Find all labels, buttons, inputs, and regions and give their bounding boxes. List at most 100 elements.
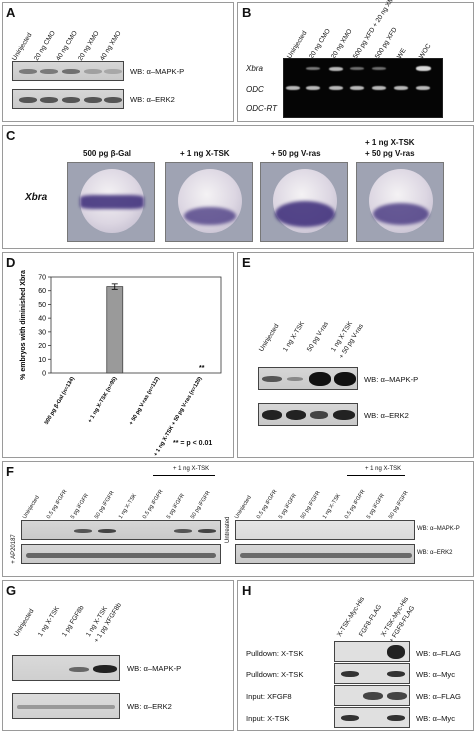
panel-letter: F <box>6 464 14 479</box>
lane-label: 0.5 pg iFGFR <box>141 488 165 520</box>
western-blot-erk2 <box>258 403 358 426</box>
western-blot-erk2 <box>12 89 124 109</box>
side-label: + AP20187 <box>10 534 17 564</box>
panel-letter: H <box>242 583 252 598</box>
embryo-image-xtsk <box>165 162 253 242</box>
bar <box>106 286 124 374</box>
y-tick-label: 50 <box>38 302 46 309</box>
panel-h: H X-TSK-Myc-His FGF8-FLAG X-TSK-Myc-His … <box>237 580 474 731</box>
panel-c: C Xbra 500 pg β-Gal + 1 ng X-TSK + 50 pg… <box>2 125 474 249</box>
embryo-title: 500 pg β-Gal <box>83 149 132 158</box>
lane-label: 5 pg iFGFR <box>69 492 91 520</box>
panel-letter: D <box>6 255 16 270</box>
lane-label: Uninjected <box>11 31 34 62</box>
lane-label: Uninjected <box>13 607 36 638</box>
lane-label: 50 pg iFGFR <box>299 490 322 520</box>
western-blot-mapk <box>258 367 358 390</box>
wb-label: WB: α–ERK2 <box>364 411 409 420</box>
lane-label: Uninjected <box>21 494 41 520</box>
row-label-right: WB: α–Myc <box>416 670 455 679</box>
y-tick-label: 40 <box>38 316 46 323</box>
row-label-xbra: Xbra <box>25 192 48 203</box>
y-axis-label: % embryos with diminished Xbra <box>20 270 27 380</box>
group-label: + 1 ng X-TSK <box>365 466 402 472</box>
chart-note: ** = p < 0.01 <box>173 440 213 447</box>
lane-label: 50 pg iFGFR <box>93 490 116 520</box>
western-blot-input-myc <box>334 707 410 728</box>
plot-frame <box>50 276 222 374</box>
lane-label: 20 ng CMO <box>308 27 332 61</box>
gel-row-label: ODC-RT <box>246 104 277 113</box>
western-blot-mapk <box>12 61 124 81</box>
lane-label: 40 ng CMO <box>55 29 79 63</box>
lane-label: 0.5 pg iFGFR <box>255 488 279 520</box>
lane-label: 500 pg XFD <box>374 26 399 60</box>
panel-a: A Uninjected 20 ng CMO 40 ng CMO 20 ng X… <box>2 2 234 122</box>
row-label-right: WB: α–Myc <box>416 714 455 723</box>
wb-label: WB: α–MAPK-P <box>127 664 182 673</box>
x-tick-label: + 1 ng X-TSK (n=95) <box>87 376 118 424</box>
x-tick-label: + 50 pg V-ras (n=112) <box>128 376 161 427</box>
side-label: Untreated <box>225 516 231 543</box>
y-tick-label: 0 <box>42 371 46 378</box>
embryo-title: + 1 ng X-TSK <box>180 149 230 158</box>
lane-label: Uninjected <box>258 322 281 353</box>
group-label: + 1 ng X-TSK <box>173 466 210 472</box>
panel-e: E Uninjected 1 ng X-TSK 50 pg V-ras 1 ng… <box>237 252 474 458</box>
rt-pcr-gel <box>283 58 443 118</box>
panel-letter: G <box>6 583 17 598</box>
row-label-right: WB: α–FLAG <box>416 649 461 658</box>
lane-label: 20 ng XMO <box>77 30 101 62</box>
panel-f: F + 1 ng X-TSK Uninjected 0.5 pg iFGFR 5… <box>2 461 474 577</box>
panel-letter: B <box>242 5 252 20</box>
y-tick-label: 20 <box>38 343 46 350</box>
lane-label: 20 ng CMO <box>33 29 57 63</box>
y-tick-label: 30 <box>38 329 46 336</box>
embryo-image-xtsk-vras <box>356 162 444 242</box>
lane-label: 1 ng X-TSK <box>321 492 343 520</box>
western-blot-mapk-left <box>21 520 221 540</box>
lane-label: 0.5 pg iFGFR <box>45 488 69 520</box>
x-tick-label: 500 pg β-Gal (n=134) <box>44 376 76 426</box>
western-blot-input-flag <box>334 685 410 706</box>
wb-label: WB: α–MAPK-P <box>417 526 460 532</box>
y-tick-label: 10 <box>38 357 46 364</box>
row-label-left: Pulldown: X-TSK <box>246 649 304 658</box>
embryo-image-vras <box>260 162 348 242</box>
lane-label: 50 pg iFGFR <box>387 490 410 520</box>
lane-label: Uninjected <box>233 494 253 520</box>
lane-label: 5 pg iFGFR <box>365 492 387 520</box>
wb-label: WB: α–ERK2 <box>130 95 175 104</box>
wb-label: WB: α–MAPK-P <box>130 67 185 76</box>
lane-label: Uninjected <box>286 29 309 60</box>
y-tick-label: 60 <box>38 288 46 295</box>
row-label-left: Input: X-TSK <box>246 714 290 723</box>
lane-label: 5 pg iFGFR <box>277 492 299 520</box>
wb-label: WB: α–MAPK-P <box>364 375 419 384</box>
lane-label: 1 pg FGF8b <box>61 604 86 638</box>
row-label-right: WB: α–FLAG <box>416 692 461 701</box>
panel-letter: A <box>6 5 16 20</box>
embryo-title: + 50 pg V-ras <box>271 149 321 158</box>
wb-label: WB: α–ERK2 <box>417 550 453 556</box>
panel-b: B Uninjected 20 ng CMO 20 ng XMO 500 pg … <box>237 0 474 122</box>
lane-label: 40 ng XMO <box>99 30 123 62</box>
embryo-title: + 50 pg V-ras <box>365 149 415 158</box>
lane-label: 50 pg iFGFR <box>189 490 212 520</box>
lane-label: 20 ng XMO <box>330 28 354 60</box>
gel-row-label: ODC <box>246 85 264 94</box>
row-label-left: Input: XFGF8 <box>246 692 292 701</box>
western-blot-mapk <box>12 655 120 681</box>
western-blot-pulldown-flag <box>334 641 410 662</box>
lane-label: 1 ng X-TSK <box>37 605 62 638</box>
y-tick-label: 70 <box>38 275 46 282</box>
bar-chart: 0 10 20 30 40 50 60 70 % embryos with diminished… <box>20 270 222 457</box>
lane-label: 1 ng X-TSK <box>282 320 307 353</box>
lane-label: 0.5 pg iFGFR <box>343 488 367 520</box>
row-label-left: Pulldown: X-TSK <box>246 670 304 679</box>
western-blot-erk2-right <box>235 544 415 564</box>
western-blot-pulldown-myc <box>334 663 410 684</box>
lane-label: 1 ng X-TSK <box>117 492 139 520</box>
panel-d: D 0 10 20 30 40 50 60 70 % embryos with diminish… <box>2 252 234 458</box>
significance-marker: ** <box>199 365 205 372</box>
